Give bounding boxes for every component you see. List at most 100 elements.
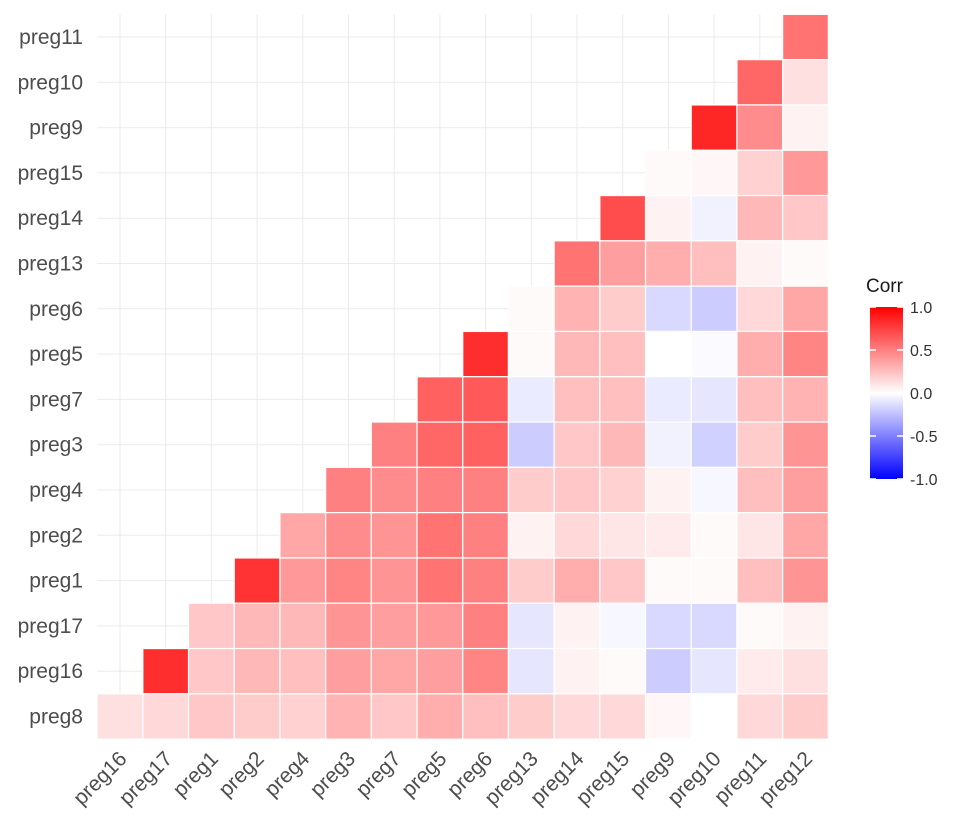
heatmap-cell-preg8-preg10: [690, 693, 738, 740]
heatmap-cell-preg2-preg15: [599, 512, 647, 559]
y-tick-label: preg11: [19, 26, 83, 49]
heatmap-cell-preg8-preg14: [553, 693, 601, 740]
heatmap-cell-preg7-preg6: [462, 376, 510, 423]
heatmap-cell-preg8-preg9: [644, 693, 692, 740]
heatmap-cell-preg1-preg4: [279, 557, 327, 604]
heatmap-cell-preg7-preg11: [736, 376, 784, 423]
legend-tick-label: 0.0: [910, 386, 932, 403]
heatmap-cell-preg3-preg12: [782, 421, 829, 468]
heatmap-cell-preg16-preg11: [736, 647, 784, 695]
heatmap-cell-preg14-preg11: [736, 194, 784, 242]
y-tick-label: preg5: [29, 343, 83, 366]
heatmap-cell-preg1-preg7: [370, 557, 418, 604]
heatmap-cell-preg1-preg9: [644, 557, 692, 604]
heatmap-cell-preg13-preg11: [736, 240, 784, 287]
heatmap-cell-preg14-preg9: [644, 194, 692, 242]
heatmap-cell-preg13-preg10: [690, 240, 738, 287]
heatmap-cell-preg8-preg3: [325, 693, 372, 740]
heatmap-cell-preg15-preg9: [644, 149, 692, 197]
heatmap-cell-preg10-preg11: [736, 59, 784, 106]
heatmap-cell-preg16-preg9: [644, 647, 692, 695]
legend-tick-label: -0.5: [910, 429, 938, 446]
heatmap-cell-preg2-preg4: [279, 512, 327, 559]
heatmap-cell-preg2-preg11: [736, 512, 784, 559]
heatmap-cell-preg5-preg10: [690, 330, 738, 378]
heatmap-cell-preg1-preg5: [416, 557, 464, 604]
heatmap-cell-preg7-preg15: [599, 376, 647, 423]
heatmap-cell-preg16-preg6: [462, 647, 510, 695]
heatmap-cell-preg14-preg12: [782, 194, 829, 242]
heatmap-cell-preg1-preg12: [782, 557, 829, 604]
heatmap-cell-preg16-preg12: [782, 647, 829, 695]
x-axis-tick-labels: preg16preg17preg1preg2preg4preg3preg7pre…: [69, 747, 817, 810]
heatmap-cell-preg3-preg9: [644, 421, 692, 468]
heatmap-cell-preg8-preg2: [233, 693, 281, 740]
heatmap-cell-preg10-preg12: [782, 59, 829, 106]
heatmap-cell-preg16-preg13: [507, 647, 555, 695]
heatmap-cell-preg7-preg9: [644, 376, 692, 423]
heatmap-cell-preg8-preg7: [370, 693, 418, 740]
heatmap-cell-preg2-preg9: [644, 512, 692, 559]
heatmap-cell-preg3-preg7: [370, 421, 418, 468]
heatmap-cell-preg16-preg17: [142, 647, 190, 695]
heatmap-cell-preg6-preg13: [507, 285, 555, 333]
heatmap-cell-preg4-preg15: [599, 466, 647, 514]
y-tick-label: preg3: [29, 434, 83, 457]
heatmap-cell-preg1-preg14: [553, 557, 601, 604]
x-tick-label: preg1: [169, 747, 223, 801]
heatmap-cell-preg15-preg11: [736, 149, 784, 197]
y-tick-label: preg6: [29, 298, 83, 321]
heatmap-cell-preg5-preg13: [507, 330, 555, 378]
heatmap-cell-preg7-preg13: [507, 376, 555, 423]
heatmap-cell-preg4-preg7: [370, 466, 418, 514]
heatmap-cell-preg2-preg3: [325, 512, 372, 559]
heatmap-cell-preg3-preg13: [507, 421, 555, 468]
heatmap-cell-preg17-preg14: [553, 602, 601, 650]
heatmap-cell-preg17-preg9: [644, 602, 692, 650]
heatmap-cell-preg8-preg5: [416, 693, 464, 740]
legend-ticks: 1.0 0.5 0.0 -0.5 -1.0: [870, 300, 938, 489]
heatmap-cell-preg2-preg14: [553, 512, 601, 559]
heatmap-cell-preg16-preg4: [279, 647, 327, 695]
y-tick-label: preg9: [29, 117, 83, 140]
heatmap-cell-preg13-preg12: [782, 240, 829, 287]
heatmap-cell-preg16-preg2: [233, 647, 281, 695]
heatmap-cell-preg4-preg12: [782, 466, 829, 514]
heatmap-cell-preg6-preg10: [690, 285, 738, 333]
x-tick-label: preg7: [351, 747, 405, 801]
heatmap-cell-preg5-preg11: [736, 330, 784, 378]
heatmap-cell-preg8-preg4: [279, 693, 327, 740]
heatmap-cell-preg7-preg14: [553, 376, 601, 423]
heatmap-cell-preg17-preg13: [507, 602, 555, 650]
heatmap-cell-preg9-preg12: [782, 104, 829, 151]
heatmap-cell-preg17-preg6: [462, 602, 510, 650]
heatmap-cell-preg2-preg5: [416, 512, 464, 559]
heatmap-cell-preg3-preg10: [690, 421, 738, 468]
y-tick-label: preg2: [29, 524, 83, 547]
heatmap-cell-preg17-preg4: [279, 602, 327, 650]
heatmap-cell-preg1-preg3: [325, 557, 372, 604]
heatmap-cell-preg8-preg16: [96, 693, 144, 740]
heatmap-cell-preg13-preg9: [644, 240, 692, 287]
heatmap-cell-preg2-preg10: [690, 512, 738, 559]
heatmap-cell-preg8-preg11: [736, 693, 784, 740]
heatmap-cell-preg7-preg5: [416, 376, 464, 423]
heatmap-cell-preg16-preg3: [325, 647, 372, 695]
heatmap-cell-preg16-preg10: [690, 647, 738, 695]
heatmap-cell-preg17-preg10: [690, 602, 738, 650]
heatmap-cell-preg4-preg14: [553, 466, 601, 514]
heatmap-cell-preg5-preg12: [782, 330, 829, 378]
heatmap-cell-preg8-preg13: [507, 693, 555, 740]
heatmap-cell-preg14-preg15: [599, 194, 647, 242]
heatmap-cell-preg6-preg14: [553, 285, 601, 333]
legend-tick-label: 1.0: [910, 300, 932, 317]
heatmap-cell-preg5-preg6: [462, 330, 510, 378]
heatmap-cell-preg8-preg6: [462, 693, 510, 740]
y-tick-label: preg8: [29, 706, 83, 729]
heatmap-cell-preg2-preg12: [782, 512, 829, 559]
heatmap-cell-preg9-preg10: [690, 104, 738, 151]
heatmap-cell-preg1-preg10: [690, 557, 738, 604]
heatmap-cell-preg16-preg14: [553, 647, 601, 695]
x-tick-label: preg4: [260, 747, 314, 801]
heatmap-cell-preg16-preg15: [599, 647, 647, 695]
